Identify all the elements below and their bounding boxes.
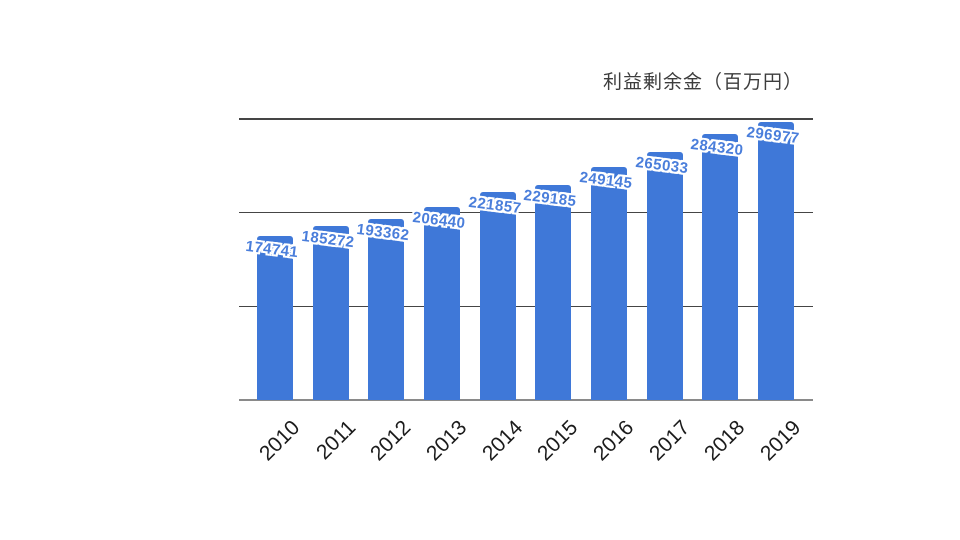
chart-title: 利益剰余金（百万円）: [602, 72, 803, 93]
bar-2014[interactable]: [479, 192, 516, 400]
bar-2010[interactable]: [256, 236, 293, 400]
gridline-100000: [239, 305, 813, 308]
gridline-300000: [239, 118, 813, 120]
bar-2012[interactable]: [368, 218, 405, 400]
gridline-200000: [239, 211, 813, 214]
bar-2017[interactable]: [646, 151, 683, 400]
bar-2019[interactable]: [758, 121, 795, 400]
bar-2016[interactable]: [591, 166, 628, 400]
plot-area: 174741 185272 193362 206440 221857 229185 2491…: [239, 118, 813, 465]
bar-2013[interactable]: [423, 206, 460, 400]
x-axis-line: [239, 399, 813, 401]
bar-2018[interactable]: [702, 133, 739, 400]
bar-2015[interactable]: [535, 185, 572, 400]
bar-2011[interactable]: [312, 226, 349, 400]
